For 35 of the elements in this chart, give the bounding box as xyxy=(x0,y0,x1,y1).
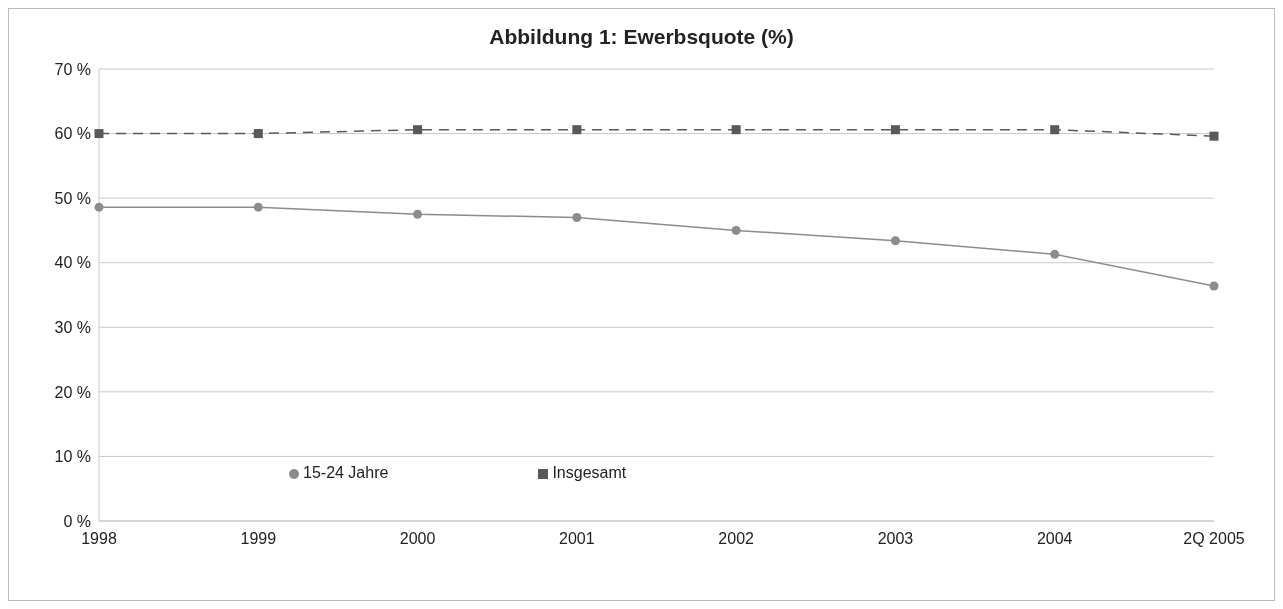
y-tick-label: 60 % xyxy=(54,125,91,143)
point xyxy=(253,129,263,139)
y-tick-label: 70 % xyxy=(54,60,91,78)
x-tick-label: 1998 xyxy=(81,530,117,548)
x-tick-label: 2001 xyxy=(559,530,595,548)
point xyxy=(572,213,582,223)
x-tick-label: 2004 xyxy=(1036,530,1073,548)
y-tick-label: 0 % xyxy=(63,512,91,530)
point xyxy=(1050,125,1060,135)
x-tick-label: 1999 xyxy=(240,530,277,548)
point xyxy=(413,125,423,135)
point xyxy=(731,225,741,235)
x-tick-label: 2003 xyxy=(877,530,914,548)
y-tick-label: 20 % xyxy=(54,383,91,401)
y-tick-label: 30 % xyxy=(54,318,91,336)
point xyxy=(94,202,104,212)
point xyxy=(413,209,423,219)
y-tick-label: 10 % xyxy=(54,448,91,466)
y-tick-label: 50 % xyxy=(54,189,91,207)
x-tick-label: 2Q 2005 xyxy=(1183,530,1245,548)
y-tick-label: 40 % xyxy=(54,254,91,272)
point xyxy=(1209,281,1219,291)
point xyxy=(1050,249,1060,259)
x-tick-label: 2002 xyxy=(718,530,755,548)
point xyxy=(94,129,104,139)
point xyxy=(253,202,263,212)
legend-label: 15-24 Jahre xyxy=(303,464,389,481)
x-tick-label: 2000 xyxy=(399,530,436,548)
legend-label: Insgesamt xyxy=(552,464,627,481)
point xyxy=(731,125,741,135)
chart-title: Abbildung 1: Ewerbsquote (%) xyxy=(488,25,795,49)
point xyxy=(1209,131,1219,141)
point xyxy=(572,125,582,135)
point xyxy=(890,125,900,135)
point xyxy=(890,236,900,246)
